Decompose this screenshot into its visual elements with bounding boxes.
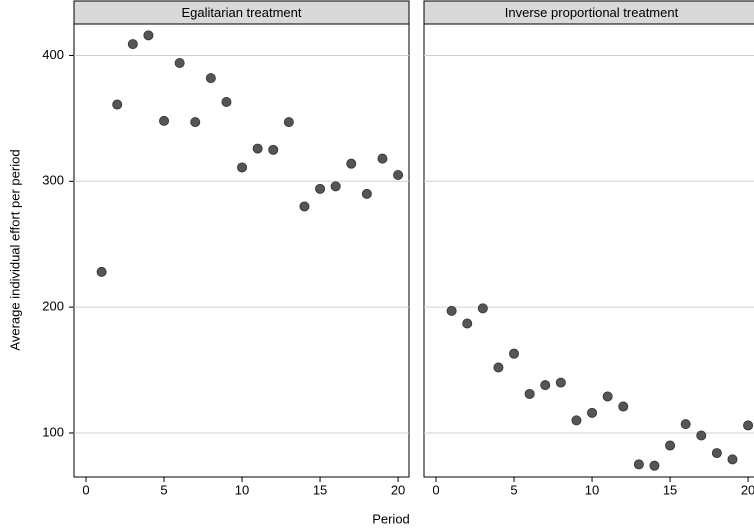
point [743,420,754,431]
x-tick-label: 15 [663,482,677,497]
x-tick-label: 20 [741,482,754,497]
point [587,407,598,418]
point [330,181,341,192]
point [711,448,722,459]
x-axis-title: Period [372,511,410,526]
y-axis-title: Average individual effort per period [7,149,22,350]
point [571,415,582,426]
point [205,73,216,84]
point [393,169,404,180]
point [299,201,310,212]
y-tick-label: 300 [42,173,64,188]
plot-area [73,23,410,478]
point [221,97,232,108]
point [346,158,357,169]
point [633,459,644,470]
point [602,391,613,402]
x-tick-label: 20 [391,482,405,497]
point [696,430,707,441]
x-tick-label: 15 [313,482,327,497]
point [618,401,629,412]
panel-title: Inverse proportional treatment [505,5,679,20]
point [509,348,520,359]
panel-header [73,0,410,25]
point [680,419,691,430]
point [127,39,138,50]
point [112,99,123,110]
point [143,30,154,41]
point [524,388,535,399]
point [462,318,473,329]
y-tick-label: 100 [42,424,64,439]
point [540,380,551,391]
x-tick-label: 10 [235,482,249,497]
point [555,377,566,388]
point [283,117,294,128]
point [446,305,457,316]
point [315,183,326,194]
x-tick-label: 0 [432,482,439,497]
x-tick-label: 5 [160,482,167,497]
point [649,460,660,471]
point [159,115,170,126]
point [477,303,488,314]
x-tick-label: 5 [510,482,517,497]
point [190,117,201,128]
point [493,362,504,373]
x-tick-label: 10 [585,482,599,497]
plot-area [423,23,754,478]
point [268,144,279,155]
y-tick-label: 400 [42,47,64,62]
point [377,153,388,164]
point [96,266,107,277]
y-tick-label: 200 [42,299,64,314]
point [252,143,263,154]
panel-title: Egalitarian treatment [182,5,302,20]
point [174,58,185,69]
point [361,188,372,199]
panel-header [423,0,754,25]
point [665,440,676,451]
x-tick-label: 0 [82,482,89,497]
point [237,162,248,173]
point [727,454,738,465]
